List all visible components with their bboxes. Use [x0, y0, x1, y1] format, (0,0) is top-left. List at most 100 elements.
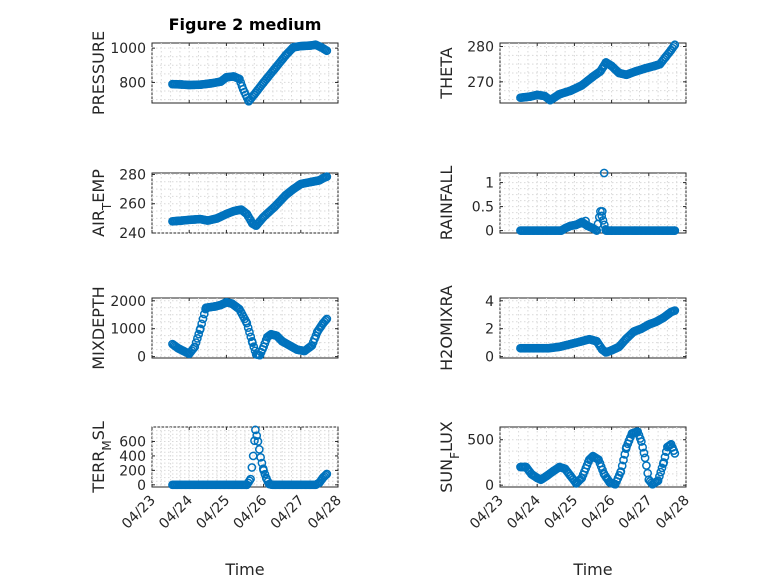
data-point — [245, 327, 254, 337]
data-point — [670, 40, 680, 50]
data-point — [659, 458, 669, 467]
data-point — [670, 306, 680, 315]
data-series-h2omixra — [516, 306, 680, 357]
data-point — [619, 455, 628, 465]
data-point — [248, 338, 257, 348]
data-series-rainfall — [516, 168, 680, 235]
y-tick-label: 4 — [485, 294, 494, 310]
data-point — [638, 442, 648, 452]
data-series-mixdepth — [168, 297, 332, 360]
x-tick-label: 04/27 — [268, 493, 308, 533]
y-tick-label: 600 — [119, 434, 146, 450]
y-tick-label: 0 — [485, 224, 494, 240]
data-point — [597, 211, 607, 221]
subplot-terr_msl: 0200400600TERRMSL04/2304/2404/2504/2604/… — [89, 421, 345, 579]
data-point — [322, 469, 332, 479]
data-point — [198, 314, 208, 324]
y-tick-label: 240 — [119, 226, 146, 242]
data-point — [322, 172, 332, 182]
data-point — [597, 207, 607, 216]
y-axis-label: H2OMIXRA — [437, 285, 456, 371]
y-axis-label: RAINFALL — [437, 166, 456, 241]
y-tick-label: 1000 — [110, 41, 146, 57]
x-tick-label: 04/26 — [231, 492, 271, 532]
data-point — [247, 463, 257, 472]
data-point — [242, 318, 252, 328]
data-point — [196, 324, 205, 334]
x-tick-label: 04/26 — [579, 492, 619, 532]
data-point — [616, 467, 626, 476]
data-point — [251, 425, 260, 435]
y-axis-label: PRESSURE — [89, 31, 108, 115]
subplot-theta: 270 280 THETA — [437, 40, 687, 105]
data-series-pressure — [168, 40, 332, 106]
data-point — [246, 474, 255, 484]
axes-box — [151, 426, 339, 488]
y-axis-label: SUNFLUX — [437, 421, 462, 493]
data-point — [249, 342, 259, 352]
data-point — [191, 338, 201, 347]
subplot-h2omixra: 0 2 4 H2OMIXRA — [437, 285, 687, 371]
data-series-sun_flux — [516, 427, 680, 489]
y-tick-label: 260 — [119, 197, 146, 213]
data-point — [598, 216, 608, 225]
x-tick-label: 04/28 — [305, 493, 345, 533]
y-tick-label: 400 — [119, 449, 146, 465]
data-point — [656, 467, 666, 477]
x-tick-label: 04/23 — [467, 493, 507, 533]
x-tick-label: 04/24 — [156, 492, 196, 532]
x-tick-label: 04/24 — [504, 492, 544, 532]
subplot-rainfall: 0 0.5 1 RAINFALL — [437, 166, 687, 241]
x-tick-label: 04/25 — [541, 493, 581, 533]
data-point — [653, 476, 663, 485]
y-tick-label: 200 — [119, 463, 146, 479]
data-point — [637, 437, 646, 446]
data-point — [250, 436, 259, 446]
y-tick-label: 0.5 — [472, 200, 494, 216]
data-series-air_temp — [168, 172, 332, 231]
data-point — [322, 314, 332, 324]
x-axis-label: Time — [572, 560, 612, 579]
x-tick-label: 04/25 — [193, 493, 233, 533]
data-point — [193, 334, 202, 343]
y-axis-label: MIXDEPTH — [89, 286, 108, 369]
data-point — [321, 315, 331, 325]
y-tick-label: 280 — [119, 167, 146, 183]
x-tick-label: 04/28 — [653, 493, 693, 533]
data-point — [259, 466, 268, 475]
data-point — [246, 332, 256, 342]
y-tick-label: 0 — [137, 478, 146, 494]
data-point — [190, 342, 200, 352]
x-tick-label: 04/23 — [119, 493, 159, 533]
y-tick-label: 0 — [485, 350, 494, 366]
y-tick-label: 500 — [467, 433, 494, 449]
data-point — [670, 449, 680, 458]
data-point — [617, 461, 627, 471]
data-point — [639, 448, 649, 458]
data-point — [660, 452, 670, 462]
subplot-sun_flux: 0 500 SUNFLUX04/2304/2404/2504/2604/2704/2… — [437, 421, 693, 579]
data-point — [194, 329, 204, 339]
data-point — [322, 46, 332, 56]
y-tick-label: 0 — [485, 478, 494, 494]
y-tick-label: 270 — [467, 75, 494, 91]
data-point — [243, 323, 253, 333]
subplot-air_temp: 240 260 280 AIRTEMP — [89, 167, 339, 242]
y-tick-label: 0 — [137, 350, 146, 366]
y-axis-label: TERRMSL — [89, 421, 114, 494]
data-point — [657, 463, 667, 473]
data-point — [252, 431, 262, 441]
y-tick-label: 2000 — [110, 294, 146, 310]
data-point — [253, 437, 263, 446]
data-point — [575, 219, 585, 228]
y-tick-label: 2 — [485, 322, 494, 338]
data-series-theta — [516, 40, 680, 105]
data-point — [197, 319, 207, 329]
y-tick-label: 280 — [467, 40, 494, 56]
data-point — [254, 445, 264, 454]
figure-title: Figure 2 medium — [169, 15, 322, 34]
